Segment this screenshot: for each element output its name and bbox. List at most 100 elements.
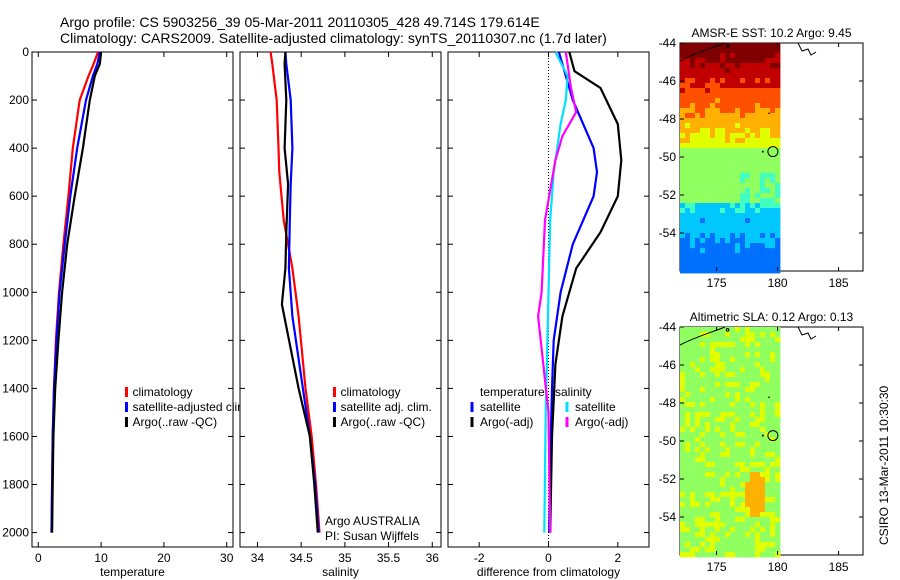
x-tick-label: 185 [829, 560, 849, 574]
map-cell [755, 507, 761, 513]
map-cell [710, 133, 716, 139]
map-cell [760, 138, 766, 144]
map-cell [750, 208, 756, 214]
coastline [679, 42, 726, 62]
map-cell [735, 482, 741, 488]
map-cell [705, 208, 711, 214]
map-cell [740, 462, 746, 468]
map-cell [715, 113, 721, 119]
map-cell [720, 223, 726, 229]
map-cell [730, 492, 736, 498]
map-cell [695, 168, 701, 174]
map-cell [775, 103, 781, 109]
map-cell [740, 103, 746, 109]
map-cell [730, 437, 736, 443]
map-cell [680, 43, 686, 49]
map-cell [735, 477, 741, 483]
map-cell [700, 432, 706, 438]
map-cell [710, 327, 716, 333]
map-cell [720, 392, 726, 398]
map-cell [760, 407, 766, 413]
map-cell [765, 497, 771, 503]
map-cell [685, 527, 691, 533]
map-cell [700, 53, 706, 59]
map-cell [725, 238, 731, 244]
map-cell [720, 537, 726, 543]
map-cell [685, 472, 691, 478]
map-cell [685, 48, 691, 54]
map-cell [690, 173, 696, 179]
map-cell [710, 332, 716, 338]
map-cell [745, 347, 751, 353]
map-cell [755, 452, 761, 458]
map-cell [725, 492, 731, 498]
map-cell [755, 163, 761, 169]
map-cell [765, 103, 771, 109]
map-cell [735, 188, 741, 194]
map-cell [715, 53, 721, 59]
map-cell [720, 527, 726, 533]
map-cell [750, 427, 756, 433]
map-cell [690, 218, 696, 224]
y-tick-label: -54 [659, 226, 677, 240]
map-cell [715, 98, 721, 104]
map-cell [750, 58, 756, 64]
map-cell [685, 457, 691, 463]
map-cell [710, 397, 716, 403]
map-cell [700, 532, 706, 538]
header-line1: Argo profile: CS 5903256_39 05-Mar-2011 … [60, 14, 540, 30]
map-cell [715, 103, 721, 109]
map-cell [720, 362, 726, 368]
map-cell [775, 357, 781, 363]
map-cell [770, 213, 776, 219]
map-cell [760, 133, 766, 139]
map-cell [770, 402, 776, 408]
map-cell [710, 258, 716, 264]
map-cell [750, 103, 756, 109]
map-cell [695, 198, 701, 204]
map-cell [690, 547, 696, 553]
map-cell [685, 98, 691, 104]
map-cell [770, 347, 776, 353]
map-cell [680, 248, 686, 254]
map-cell [710, 208, 716, 214]
map-cell [770, 477, 776, 483]
map-cell [685, 402, 691, 408]
map-cell [710, 367, 716, 373]
legend-label: climatology [340, 385, 400, 399]
map-cell [765, 63, 771, 69]
map-cell [775, 547, 781, 553]
map-cell [720, 153, 726, 159]
map-cell [740, 228, 746, 234]
map-cell [710, 218, 716, 224]
map-cell [760, 337, 766, 343]
map-cell [770, 367, 776, 373]
map-cell [765, 342, 771, 348]
map-cell [680, 108, 686, 114]
map-cell [730, 233, 736, 239]
map-cell [760, 168, 766, 174]
map-cell [755, 382, 761, 388]
map-cell [700, 153, 706, 159]
map-cell [705, 377, 711, 383]
map-cell [690, 98, 696, 104]
map-cell [770, 243, 776, 249]
map-cell [715, 512, 721, 518]
map-cell [705, 73, 711, 79]
map-cell [735, 198, 741, 204]
map-cell [695, 457, 701, 463]
map-cell [680, 188, 686, 194]
map-cell [710, 527, 716, 533]
map-cell [725, 532, 731, 538]
map-cell [710, 238, 716, 244]
map-cell [715, 532, 721, 538]
map-cell [695, 397, 701, 403]
map-cell [765, 173, 771, 179]
map-cell [685, 203, 691, 209]
map-cell [730, 342, 736, 348]
map-cell [740, 507, 746, 513]
map-cell [725, 268, 731, 274]
map-cell [765, 168, 771, 174]
map-cell [725, 407, 731, 413]
map-cell [705, 233, 711, 239]
